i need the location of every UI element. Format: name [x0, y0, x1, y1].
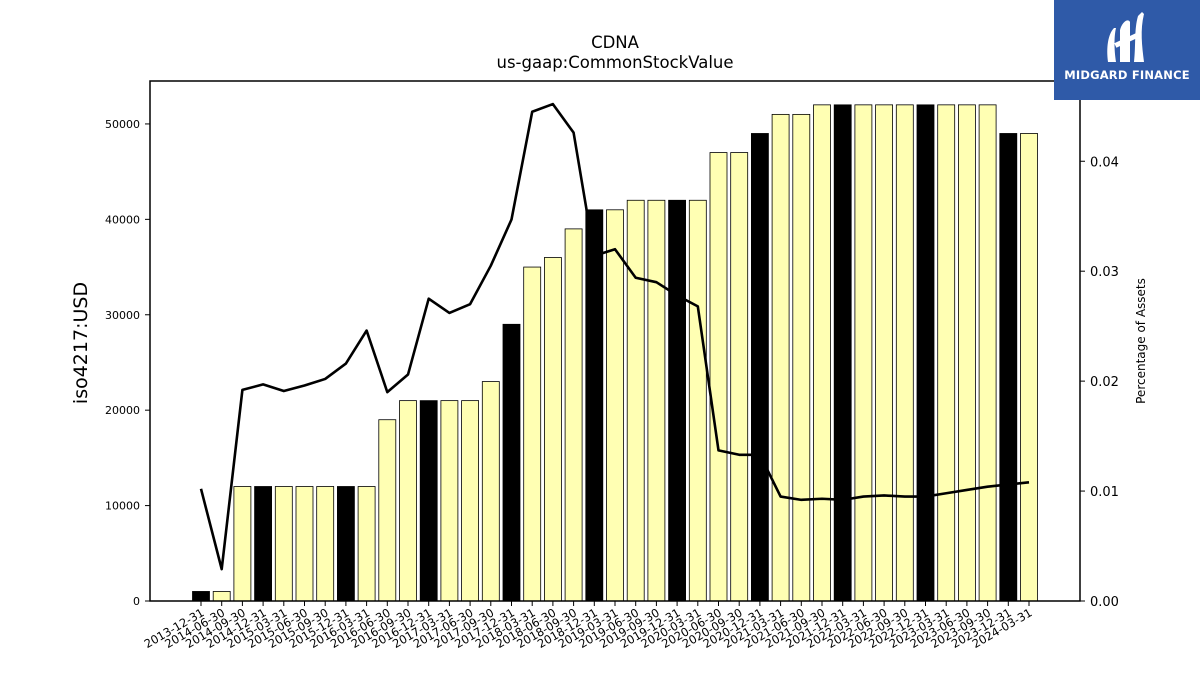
y-tick-label: 50000: [105, 118, 140, 131]
y-tick-label: 20000: [105, 404, 140, 417]
bar: [564, 228, 583, 602]
y2-tick-label: 0.04: [1090, 155, 1119, 170]
chart-title: CDNA: [591, 33, 640, 52]
bar: [813, 104, 831, 602]
bar: [854, 104, 873, 602]
bar: [233, 486, 252, 602]
bar: [751, 133, 769, 602]
bar: [647, 199, 666, 602]
bar: [212, 591, 231, 602]
percentage-line: [199, 102, 1030, 571]
bar: [295, 486, 314, 602]
y2-tick-label: 0.00: [1090, 595, 1119, 610]
midgard-finance-logo: MIDGARD FINANCE: [1054, 0, 1200, 100]
axes: 0 10000 20000 30000 40000 50000 0.00 0.01 0.02 0.…: [105, 80, 1119, 651]
bar: [626, 199, 645, 602]
bar: [792, 113, 811, 602]
bar: [978, 104, 997, 602]
bar: [895, 104, 914, 602]
bar: [192, 591, 210, 602]
y-axis-label: iso4217:USD: [70, 282, 92, 404]
y-tick-label: 10000: [105, 500, 140, 513]
bar: [937, 104, 956, 602]
y2-tick-label: 0.02: [1090, 375, 1119, 390]
y2-tick-label: 0.03: [1090, 265, 1119, 280]
bar: [585, 209, 604, 602]
bar: [833, 104, 852, 602]
bar: [958, 104, 976, 602]
bar: [771, 113, 790, 602]
bar: [357, 486, 376, 602]
bar: [916, 104, 935, 602]
bar: [316, 486, 335, 602]
bar: [1020, 133, 1038, 602]
bar: [254, 486, 273, 602]
y-tick-label: 40000: [105, 213, 140, 226]
bar: [606, 209, 624, 602]
bar: [461, 400, 480, 602]
bar: [730, 152, 749, 602]
bar: [544, 257, 562, 602]
bar: [502, 323, 521, 602]
bar: [419, 400, 438, 602]
bar: [274, 486, 293, 602]
chart-subtitle: us-gaap:CommonStockValue: [496, 53, 733, 72]
y2-axis-label: Percentage of Assets: [1134, 278, 1148, 404]
bar: [481, 381, 500, 602]
y-tick-label: 0: [133, 595, 140, 608]
bar: [688, 199, 707, 602]
y-tick-label: 30000: [105, 309, 140, 322]
bar: [440, 400, 459, 602]
bar: [709, 152, 728, 602]
bar: [875, 104, 893, 602]
bar: [999, 133, 1018, 602]
y2-tick-label: 0.01: [1090, 485, 1119, 500]
bar: [378, 419, 397, 602]
bar: [336, 486, 355, 602]
bars: [192, 104, 1038, 602]
midgard-logo-icon: [1107, 12, 1144, 63]
logo-text: MIDGARD FINANCE: [1064, 68, 1190, 82]
bar: [523, 266, 542, 602]
bar: [399, 400, 417, 602]
bar: [668, 199, 686, 602]
